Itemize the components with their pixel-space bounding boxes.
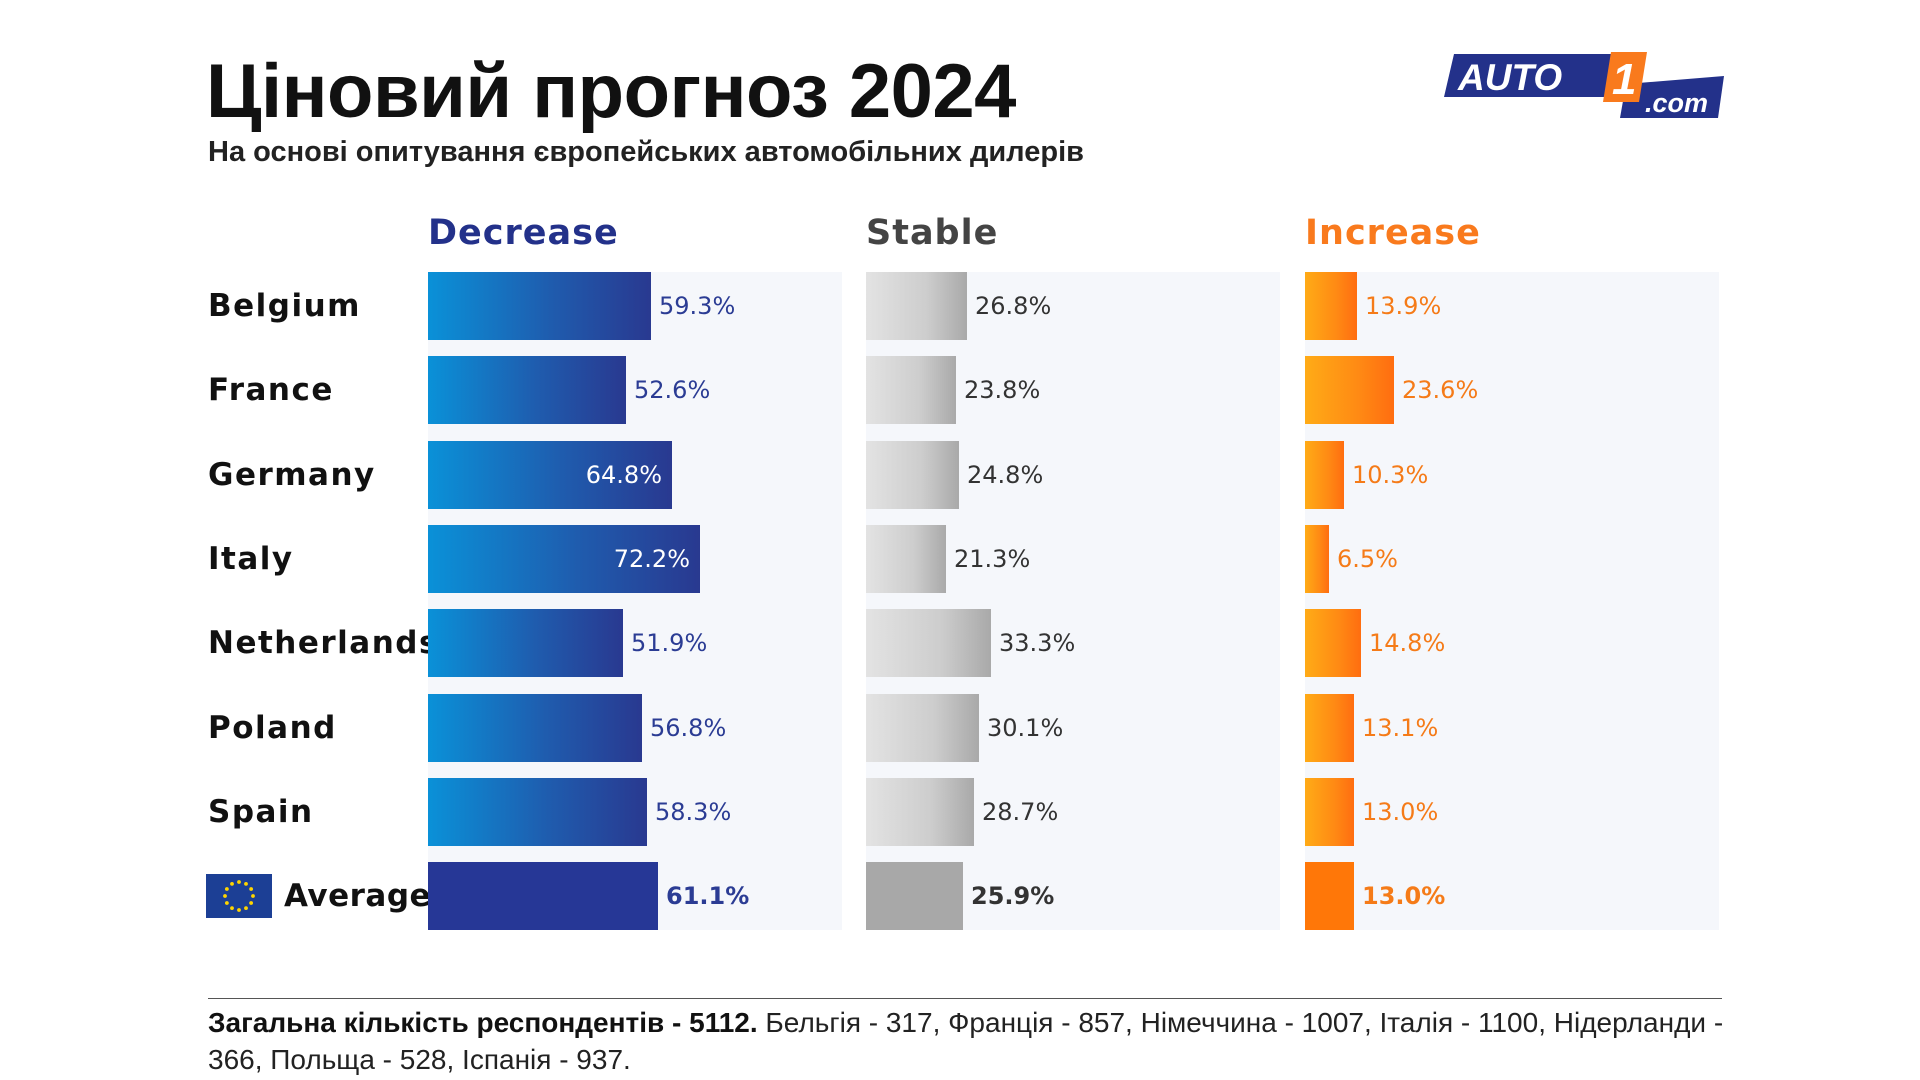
value-label-decrease-italy: 72.2% bbox=[613, 545, 690, 573]
bar-stable-italy bbox=[866, 525, 946, 593]
value-label-stable-belgium: 26.8% bbox=[975, 292, 1052, 320]
chart-title: Ціновий прогноз 2024 bbox=[206, 49, 1016, 134]
eu-star bbox=[251, 894, 255, 898]
eu-star bbox=[244, 881, 248, 886]
bar-increase-poland bbox=[1305, 694, 1354, 762]
value-label-decrease-netherlands: 51.9% bbox=[631, 629, 708, 657]
value-label-decrease-belgium: 59.3% bbox=[659, 292, 736, 320]
value-label-stable-italy: 21.3% bbox=[954, 545, 1031, 573]
row-label-italy: Italy bbox=[208, 541, 294, 577]
bar-increase-average bbox=[1305, 862, 1354, 930]
bar-stable-germany bbox=[866, 441, 959, 509]
bar-decrease-spain bbox=[428, 778, 647, 846]
bar-increase-germany bbox=[1305, 441, 1344, 509]
value-label-increase-netherlands: 14.8% bbox=[1369, 629, 1446, 657]
logo-digit-text: 1 bbox=[1612, 55, 1636, 104]
value-label-stable-germany: 24.8% bbox=[967, 461, 1044, 489]
value-label-stable-netherlands: 33.3% bbox=[999, 629, 1076, 657]
bar-stable-poland bbox=[866, 694, 979, 762]
bar-decrease-france bbox=[428, 356, 626, 424]
logo-main-box bbox=[1444, 54, 1640, 97]
bar-increase-belgium bbox=[1305, 272, 1357, 340]
column-header-stable: Stable bbox=[866, 213, 999, 253]
eu-star bbox=[224, 887, 229, 891]
value-label-decrease-poland: 56.8% bbox=[650, 714, 727, 742]
bar-decrease-germany bbox=[428, 441, 672, 509]
value-label-increase-average: 13.0% bbox=[1362, 882, 1446, 910]
eu-star bbox=[237, 908, 241, 912]
eu-star bbox=[230, 881, 234, 886]
logo-suffix-text: .com bbox=[1645, 88, 1708, 118]
bar-decrease-netherlands bbox=[428, 609, 623, 677]
bar-increase-italy bbox=[1305, 525, 1329, 593]
eu-star bbox=[249, 901, 254, 905]
footer-divider bbox=[208, 998, 1722, 999]
bar-decrease-average bbox=[428, 862, 658, 930]
eu-star bbox=[237, 880, 241, 884]
bar-decrease-italy bbox=[428, 525, 700, 593]
value-label-decrease-germany: 64.8% bbox=[585, 461, 662, 489]
row-label-average: Average bbox=[284, 878, 432, 914]
respondents-breakdown: Бельгія - 317, Франція - 857, Німеччина … bbox=[208, 1007, 1724, 1075]
logo-main-text: AUTO bbox=[1457, 57, 1562, 98]
row-label-france: France bbox=[208, 372, 334, 408]
bar-decrease-poland bbox=[428, 694, 642, 762]
eu-star bbox=[249, 887, 254, 891]
auto1-logo: AUTO 1 .com bbox=[1444, 52, 1724, 118]
value-label-increase-france: 23.6% bbox=[1402, 376, 1479, 404]
column-header-increase: Increase bbox=[1305, 213, 1481, 253]
bar-decrease-belgium bbox=[428, 272, 651, 340]
chart-subtitle: На основі опитування європейських автомо… bbox=[208, 136, 1084, 168]
value-label-stable-poland: 30.1% bbox=[987, 714, 1064, 742]
column-header-decrease: Decrease bbox=[428, 213, 619, 253]
value-label-decrease-average: 61.1% bbox=[666, 882, 750, 910]
row-label-belgium: Belgium bbox=[208, 288, 361, 324]
eu-star bbox=[244, 906, 248, 911]
value-label-stable-spain: 28.7% bbox=[982, 798, 1059, 826]
bar-stable-belgium bbox=[866, 272, 967, 340]
eu-flag-icon bbox=[206, 874, 272, 918]
respondents-total: Загальна кількість респондентів - 5112. bbox=[208, 1007, 758, 1038]
bar-stable-average bbox=[866, 862, 963, 930]
row-label-poland: Poland bbox=[208, 710, 337, 746]
value-label-increase-germany: 10.3% bbox=[1352, 461, 1429, 489]
bar-increase-spain bbox=[1305, 778, 1354, 846]
bar-increase-france bbox=[1305, 356, 1394, 424]
bar-stable-netherlands bbox=[866, 609, 991, 677]
eu-star bbox=[230, 906, 234, 911]
logo-digit-box bbox=[1603, 52, 1647, 102]
value-label-increase-poland: 13.1% bbox=[1362, 714, 1439, 742]
value-label-stable-average: 25.9% bbox=[971, 882, 1055, 910]
value-label-stable-france: 23.8% bbox=[964, 376, 1041, 404]
row-label-netherlands: Netherlands bbox=[208, 625, 439, 661]
footer-note: Загальна кількість респондентів - 5112. … bbox=[208, 1004, 1728, 1078]
bar-stable-spain bbox=[866, 778, 974, 846]
bar-increase-netherlands bbox=[1305, 609, 1361, 677]
bar-stable-france bbox=[866, 356, 956, 424]
value-label-increase-spain: 13.0% bbox=[1362, 798, 1439, 826]
value-label-increase-italy: 6.5% bbox=[1337, 545, 1398, 573]
eu-star bbox=[223, 894, 227, 898]
row-label-germany: Germany bbox=[208, 457, 376, 493]
value-label-decrease-spain: 58.3% bbox=[655, 798, 732, 826]
row-label-spain: Spain bbox=[208, 794, 314, 830]
logo-suffix-box bbox=[1620, 76, 1724, 118]
value-label-decrease-france: 52.6% bbox=[634, 376, 711, 404]
eu-star bbox=[224, 901, 229, 905]
value-label-increase-belgium: 13.9% bbox=[1365, 292, 1442, 320]
